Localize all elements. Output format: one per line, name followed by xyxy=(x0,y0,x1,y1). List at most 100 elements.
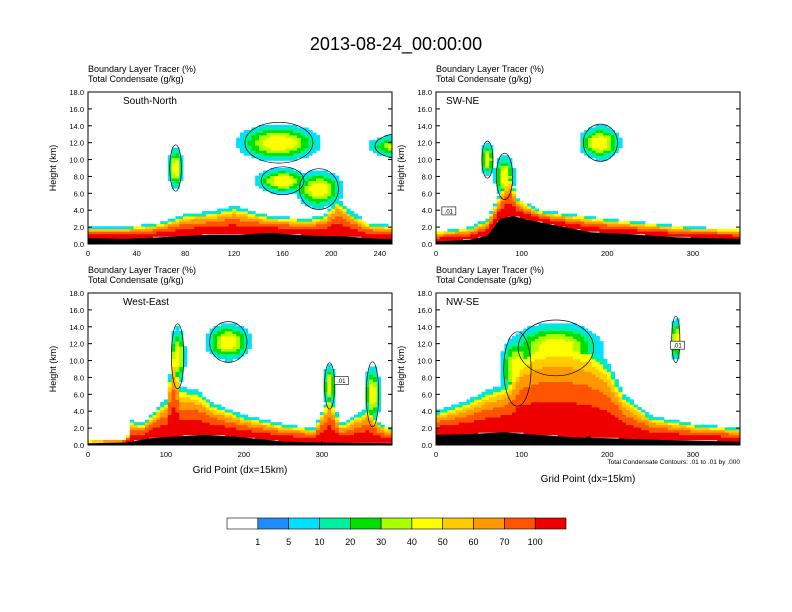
tracer-cell xyxy=(690,231,695,235)
tracer-cell xyxy=(171,414,176,418)
tracer-cell xyxy=(270,216,275,220)
tracer-cell xyxy=(152,427,157,431)
tracer-cell xyxy=(255,427,260,431)
tracer-cell xyxy=(194,233,199,237)
contour-label: .01 xyxy=(673,344,682,350)
tracer-cell xyxy=(542,369,547,372)
tracer-cell xyxy=(205,338,210,342)
tracer-cell xyxy=(508,381,513,385)
tracer-cell xyxy=(641,434,646,438)
tracer-cell xyxy=(531,414,536,418)
tracer-cell xyxy=(190,429,195,433)
tracer-cell xyxy=(183,363,188,367)
tracer-cell xyxy=(217,338,222,342)
tracer-cell xyxy=(148,233,153,237)
tracer-cell xyxy=(228,348,233,352)
tracer-cell xyxy=(323,389,328,393)
tracer-cell xyxy=(641,221,646,225)
tracer-cell xyxy=(300,188,305,192)
tracer-cell xyxy=(565,351,570,355)
tracer-cell xyxy=(274,178,279,182)
tracer-cell xyxy=(493,386,498,390)
tracer-cell xyxy=(255,147,260,151)
tracer-cell xyxy=(259,419,264,423)
tracer-cell xyxy=(481,165,486,169)
colorbar-label: 20 xyxy=(345,537,355,547)
tracer-cell xyxy=(213,348,218,352)
tracer-cell xyxy=(584,218,589,222)
tracer-cell xyxy=(213,432,218,436)
tracer-cell xyxy=(255,216,260,220)
tracer-cell xyxy=(198,401,203,405)
tracer-cell xyxy=(512,351,517,355)
tracer-cell xyxy=(595,384,600,388)
tracer-cell xyxy=(629,409,634,413)
tracer-cell xyxy=(496,188,501,192)
tracer-cell xyxy=(534,424,539,428)
tracer-cell xyxy=(572,409,577,413)
tracer-cell xyxy=(481,168,486,171)
tracer-cell xyxy=(519,348,524,352)
tracer-cell xyxy=(561,328,566,332)
tracer-cell xyxy=(114,226,119,230)
tracer-cell xyxy=(312,427,317,431)
tracer-cell xyxy=(550,358,555,362)
tracer-cell xyxy=(561,323,566,327)
tracer-cell xyxy=(595,228,600,232)
tracer-cell xyxy=(542,399,547,403)
tracer-cell xyxy=(327,424,332,428)
tracer-cell xyxy=(553,333,558,337)
tracer-cell xyxy=(550,353,555,357)
tracer-cell xyxy=(164,419,169,423)
tracer-cell xyxy=(591,147,596,151)
tracer-cell xyxy=(626,226,631,230)
tracer-cell xyxy=(569,331,574,334)
tracer-cell xyxy=(297,439,302,443)
tracer-cell xyxy=(160,434,165,438)
tracer-cell xyxy=(190,419,195,423)
tracer-cell xyxy=(194,429,199,433)
tracer-cell xyxy=(439,233,444,237)
tracer-cell xyxy=(224,427,229,431)
tracer-cell xyxy=(338,211,343,214)
tracer-cell xyxy=(550,432,555,436)
tracer-cell xyxy=(637,414,642,418)
tracer-cell xyxy=(679,424,684,428)
tracer-cell xyxy=(580,422,585,426)
tracer-cell xyxy=(671,323,676,327)
tracer-cell xyxy=(369,376,374,380)
tracer-cell xyxy=(466,432,471,436)
tracer-cell xyxy=(633,231,638,235)
tracer-cell xyxy=(236,338,241,342)
tracer-cell xyxy=(584,135,589,138)
tracer-cell xyxy=(500,396,505,400)
tracer-cell xyxy=(610,419,615,423)
tracer-cell xyxy=(331,409,336,413)
tracer-cell xyxy=(274,424,279,428)
y-tick-label: 12.0 xyxy=(69,139,84,148)
tracer-cell xyxy=(274,124,279,128)
tracer-cell xyxy=(588,221,593,225)
tracer-cell xyxy=(565,343,570,347)
tracer-cell xyxy=(335,208,340,212)
tracer-cell xyxy=(561,401,566,405)
tracer-cell xyxy=(335,211,340,214)
tracer-cell xyxy=(266,137,271,141)
tracer-cell xyxy=(350,216,355,220)
tracer-cell xyxy=(557,396,562,400)
tracer-cell xyxy=(205,432,210,436)
tracer-cell xyxy=(519,351,524,355)
tracer-cell xyxy=(236,325,241,329)
tracer-cell xyxy=(308,183,313,187)
tracer-cell xyxy=(327,223,332,227)
tracer-cell xyxy=(462,427,467,431)
tracer-cell xyxy=(255,422,260,426)
tracer-cell xyxy=(255,183,260,187)
panel-header-condensate: Total Condensate (g/kg) xyxy=(436,74,532,84)
tracer-cell xyxy=(373,140,378,144)
tracer-cell xyxy=(656,437,661,441)
tracer-cell xyxy=(648,231,653,235)
tracer-cell xyxy=(118,233,123,237)
tracer-cell xyxy=(270,137,275,141)
tracer-cell xyxy=(561,404,566,408)
